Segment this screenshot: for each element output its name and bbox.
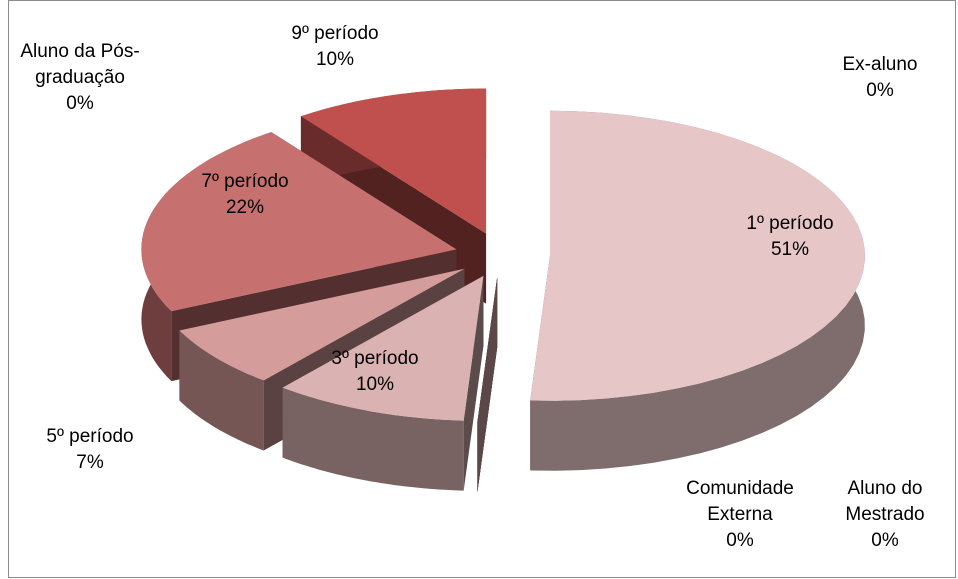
- label-value: 51%: [770, 239, 810, 260]
- data-label: 7º período 22%: [170, 169, 320, 221]
- label-name: Comunidade Externa: [686, 478, 794, 525]
- slice-wall: [179, 330, 264, 451]
- label-value: 10%: [315, 49, 355, 70]
- slice-top: [141, 132, 457, 312]
- label-value: 0%: [871, 530, 899, 551]
- data-label: Comunidade Externa 0%: [665, 476, 815, 554]
- label-name: 1º período: [746, 213, 834, 234]
- data-label: 9º período 10%: [260, 21, 410, 73]
- label-name: 7º período: [201, 171, 289, 192]
- pie-slice: [282, 275, 484, 491]
- pie-slice: [530, 110, 865, 471]
- chart-frame: [8, 0, 956, 578]
- label-name: Aluno do Mestrado: [845, 478, 925, 525]
- data-label: Aluno da Pós-graduação 0%: [5, 39, 155, 117]
- data-label: 3º período 10%: [300, 346, 450, 398]
- pie-slice: [477, 277, 498, 493]
- data-label: Aluno do Mestrado 0%: [810, 476, 958, 554]
- slice-top: [300, 88, 487, 234]
- label-value: 22%: [225, 197, 265, 218]
- label-value: 0%: [726, 530, 754, 551]
- slice-side: [477, 277, 498, 493]
- slice-top: [179, 268, 465, 381]
- label-name: 3º período: [331, 348, 419, 369]
- label-name: 9º período: [291, 23, 379, 44]
- label-value: 0%: [866, 80, 894, 101]
- data-label: Ex-aluno 0%: [805, 52, 955, 104]
- data-label: 5º período 7%: [15, 424, 165, 476]
- label-value: 10%: [355, 374, 395, 395]
- label-value: 7%: [76, 452, 104, 473]
- data-label: 1º período 51%: [715, 211, 865, 263]
- slice-wall: [282, 387, 464, 491]
- slice-top: [282, 275, 484, 421]
- label-name: Aluno da Pós-graduação: [20, 41, 140, 88]
- label-value: 0%: [66, 93, 94, 114]
- slice-top: [530, 110, 865, 401]
- label-name: 5º período: [46, 426, 134, 447]
- label-name: Ex-aluno: [842, 54, 918, 75]
